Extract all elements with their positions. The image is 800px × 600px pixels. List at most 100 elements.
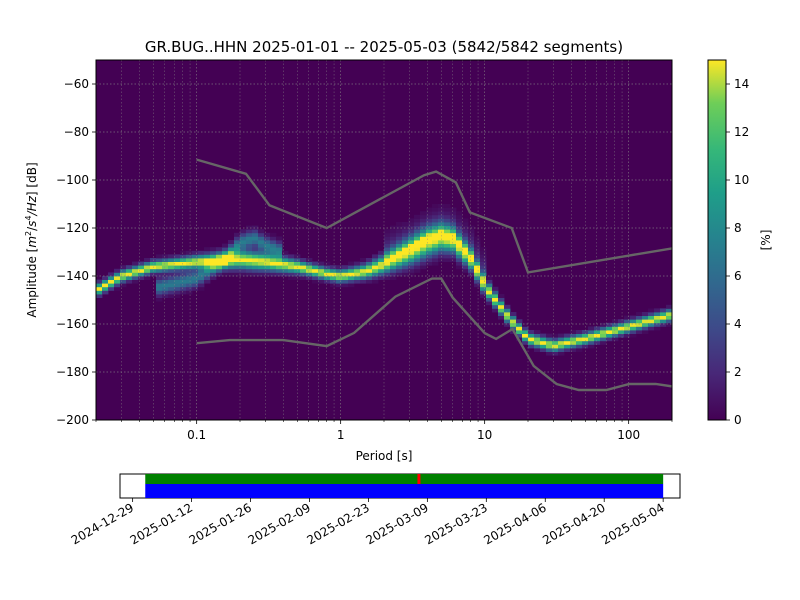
- heatmap-cell: [552, 337, 559, 342]
- heatmap-cell: [378, 250, 385, 255]
- heatmap-cell: [330, 272, 337, 277]
- heatmap-cell: [342, 279, 349, 284]
- heatmap-cell: [240, 258, 247, 262]
- timeline-tick-label: 2025-01-12: [128, 500, 195, 547]
- heatmap-cell: [402, 272, 409, 277]
- heatmap-cell: [252, 225, 259, 230]
- heatmap-cell: [486, 294, 493, 298]
- heatmap-cell: [252, 268, 259, 273]
- heatmap-cell: [636, 315, 643, 320]
- heatmap-cell: [186, 279, 193, 284]
- heatmap-cell: [186, 268, 193, 273]
- heatmap-cell: [222, 247, 229, 252]
- heatmap-cell: [618, 333, 625, 338]
- heatmap-cell: [174, 286, 181, 291]
- heatmap-cell: [492, 290, 499, 295]
- heatmap-cell: [252, 258, 259, 262]
- heatmap-cell: [408, 229, 415, 234]
- heatmap-cell: [372, 276, 379, 280]
- heatmap-cell: [396, 229, 403, 234]
- heatmap-cell: [426, 240, 433, 244]
- heatmap-cell: [138, 268, 145, 273]
- y-tick-label: −100: [56, 173, 89, 187]
- heatmap-cell: [462, 254, 469, 259]
- heatmap-cell: [540, 344, 547, 349]
- heatmap-cell: [228, 258, 235, 262]
- heatmap-cell: [156, 283, 163, 288]
- heatmap-cell: [408, 240, 415, 244]
- heatmap-cell: [102, 283, 109, 288]
- heatmap-cell: [180, 286, 187, 291]
- heatmap-cell: [420, 265, 427, 270]
- heatmap-cell: [594, 333, 601, 338]
- heatmap-cell: [546, 348, 553, 352]
- heatmap-cell: [594, 326, 601, 331]
- heatmap-cell: [420, 211, 427, 216]
- heatmap-cell: [192, 250, 199, 255]
- heatmap-cell: [408, 272, 415, 277]
- timeline-tick-label: 2025-01-26: [187, 500, 254, 547]
- heatmap-cell: [258, 232, 265, 237]
- heatmap-cell: [192, 254, 199, 259]
- heatmap-cell: [588, 337, 595, 342]
- heatmap-cell: [636, 326, 643, 331]
- heatmap-cell: [654, 312, 661, 316]
- heatmap-cell: [468, 272, 475, 277]
- heatmap-cell: [234, 272, 241, 277]
- heatmap-cell: [102, 286, 109, 291]
- heatmap-cell: [198, 254, 205, 259]
- heatmap-cell: [564, 333, 571, 338]
- heatmap-cell: [174, 265, 181, 270]
- heatmap-cell: [396, 247, 403, 252]
- y-axis-label: Amplitude [m2/s4/Hz] [dB]: [24, 162, 39, 317]
- heatmap-cell: [636, 319, 643, 324]
- heatmap-cell: [210, 261, 217, 266]
- heatmap-cell: [432, 254, 439, 259]
- heatmap-cell: [456, 222, 463, 226]
- heatmap-cell: [408, 254, 415, 259]
- heatmap-cell: [162, 254, 169, 259]
- heatmap-cell: [390, 254, 397, 259]
- heatmap-cell: [480, 294, 487, 298]
- heatmap-cell: [366, 272, 373, 277]
- heatmap-cell: [534, 337, 541, 342]
- heatmap-cell: [558, 340, 565, 345]
- heatmap-cell: [558, 351, 565, 356]
- heatmap-cell: [564, 337, 571, 342]
- heatmap-cell: [258, 229, 265, 234]
- heatmap-cell: [324, 261, 331, 266]
- heatmap-cell: [318, 265, 325, 270]
- heatmap-cell: [114, 286, 121, 291]
- heatmap-cell: [240, 236, 247, 241]
- heatmap-cell: [450, 258, 457, 262]
- heatmap-cell: [246, 258, 253, 262]
- heatmap-cell: [486, 297, 493, 302]
- heatmap-cell: [666, 304, 672, 309]
- heatmap-cell: [426, 261, 433, 266]
- heatmap: [96, 204, 672, 356]
- heatmap-cell: [594, 330, 601, 334]
- heatmap-cell: [372, 268, 379, 273]
- heatmap-cell: [600, 340, 607, 345]
- heatmap-cell: [498, 297, 505, 302]
- heatmap-cell: [168, 279, 175, 284]
- heatmap-cell: [288, 261, 295, 266]
- heatmap-cell: [180, 258, 187, 262]
- heatmap-cell: [198, 250, 205, 255]
- heatmap-cell: [420, 214, 427, 219]
- heatmap-cell: [258, 268, 265, 273]
- heatmap-cell: [264, 268, 271, 273]
- heatmap-cell: [138, 276, 145, 280]
- x-tick-label: 0.1: [187, 428, 206, 442]
- heatmap-cell: [324, 272, 331, 277]
- heatmap-cell: [546, 344, 553, 349]
- heatmap-cell: [108, 286, 115, 291]
- heatmap-cell: [192, 258, 199, 262]
- heatmap-cell: [252, 232, 259, 237]
- heatmap-cell: [456, 258, 463, 262]
- heatmap-cell: [438, 232, 445, 237]
- colorbar-tick-label: 6: [734, 269, 742, 283]
- heatmap-cell: [204, 261, 211, 266]
- heatmap-cell: [198, 276, 205, 280]
- heatmap-cell: [462, 258, 469, 262]
